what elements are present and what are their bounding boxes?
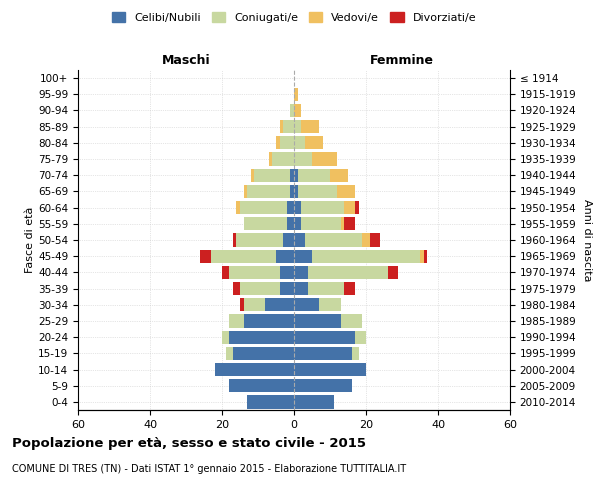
Text: Femmine: Femmine <box>370 54 434 67</box>
Bar <box>236 234 283 246</box>
Bar <box>294 282 308 295</box>
Bar <box>341 217 344 230</box>
Bar <box>362 234 370 246</box>
Bar <box>420 250 424 263</box>
Legend: Celibi/Nubili, Coniugati/e, Vedovi/e, Divorziati/e: Celibi/Nubili, Coniugati/e, Vedovi/e, Di… <box>107 8 481 28</box>
Bar <box>294 120 301 134</box>
Bar <box>298 185 337 198</box>
Bar <box>280 282 294 295</box>
Bar <box>287 201 294 214</box>
Bar <box>301 120 319 134</box>
Bar <box>247 396 294 408</box>
Bar <box>244 314 294 328</box>
Bar <box>233 282 240 295</box>
Bar <box>280 120 283 134</box>
Bar <box>294 185 298 198</box>
Bar <box>294 152 312 166</box>
Bar <box>265 298 294 312</box>
Bar <box>226 346 233 360</box>
Bar <box>294 88 298 101</box>
Bar <box>319 298 341 312</box>
Bar <box>424 250 427 263</box>
Bar <box>294 266 308 279</box>
Bar <box>355 330 366 344</box>
Bar <box>344 282 355 295</box>
Bar <box>254 168 290 182</box>
Bar <box>312 250 420 263</box>
Bar <box>388 266 398 279</box>
Bar <box>308 266 388 279</box>
Bar <box>244 298 265 312</box>
Bar <box>240 298 244 312</box>
Bar <box>290 104 294 117</box>
Bar <box>229 266 280 279</box>
Text: COMUNE DI TRES (TN) - Dati ISTAT 1° gennaio 2015 - Elaborazione TUTTITALIA.IT: COMUNE DI TRES (TN) - Dati ISTAT 1° genn… <box>12 464 406 474</box>
Bar <box>222 266 229 279</box>
Y-axis label: Fasce di età: Fasce di età <box>25 207 35 273</box>
Bar <box>312 152 337 166</box>
Bar <box>301 201 344 214</box>
Bar <box>280 136 294 149</box>
Bar <box>247 185 290 198</box>
Bar <box>215 363 294 376</box>
Bar <box>240 282 280 295</box>
Bar <box>229 314 244 328</box>
Bar <box>294 314 341 328</box>
Bar <box>236 201 240 214</box>
Bar <box>244 217 287 230</box>
Text: Popolazione per età, sesso e stato civile - 2015: Popolazione per età, sesso e stato civil… <box>12 438 366 450</box>
Bar <box>294 168 298 182</box>
Bar <box>352 346 359 360</box>
Bar <box>294 201 301 214</box>
Bar <box>294 330 355 344</box>
Y-axis label: Anni di nascita: Anni di nascita <box>582 198 592 281</box>
Bar <box>294 217 301 230</box>
Bar <box>283 120 294 134</box>
Bar <box>229 330 294 344</box>
Bar <box>308 282 344 295</box>
Bar <box>287 217 294 230</box>
Bar <box>200 250 211 263</box>
Bar <box>233 234 236 246</box>
Bar <box>240 201 287 214</box>
Bar <box>294 104 301 117</box>
Bar <box>211 250 276 263</box>
Bar <box>229 379 294 392</box>
Bar <box>294 379 352 392</box>
Bar <box>330 168 348 182</box>
Bar <box>244 185 247 198</box>
Bar <box>294 136 305 149</box>
Bar <box>341 314 362 328</box>
Bar <box>355 201 359 214</box>
Bar <box>283 234 294 246</box>
Bar <box>280 266 294 279</box>
Bar <box>294 250 312 263</box>
Bar <box>222 330 229 344</box>
Bar <box>290 185 294 198</box>
Bar <box>301 217 341 230</box>
Bar <box>337 185 355 198</box>
Bar <box>276 136 280 149</box>
Bar <box>298 168 330 182</box>
Bar <box>233 346 294 360</box>
Bar <box>344 217 355 230</box>
Bar <box>294 298 319 312</box>
Bar <box>305 136 323 149</box>
Bar <box>294 234 305 246</box>
Bar <box>294 363 366 376</box>
Bar <box>305 234 362 246</box>
Bar <box>370 234 380 246</box>
Bar <box>276 250 294 263</box>
Text: Maschi: Maschi <box>161 54 211 67</box>
Bar <box>272 152 294 166</box>
Bar <box>294 396 334 408</box>
Bar <box>251 168 254 182</box>
Bar <box>294 346 352 360</box>
Bar <box>290 168 294 182</box>
Bar <box>269 152 272 166</box>
Bar <box>344 201 355 214</box>
